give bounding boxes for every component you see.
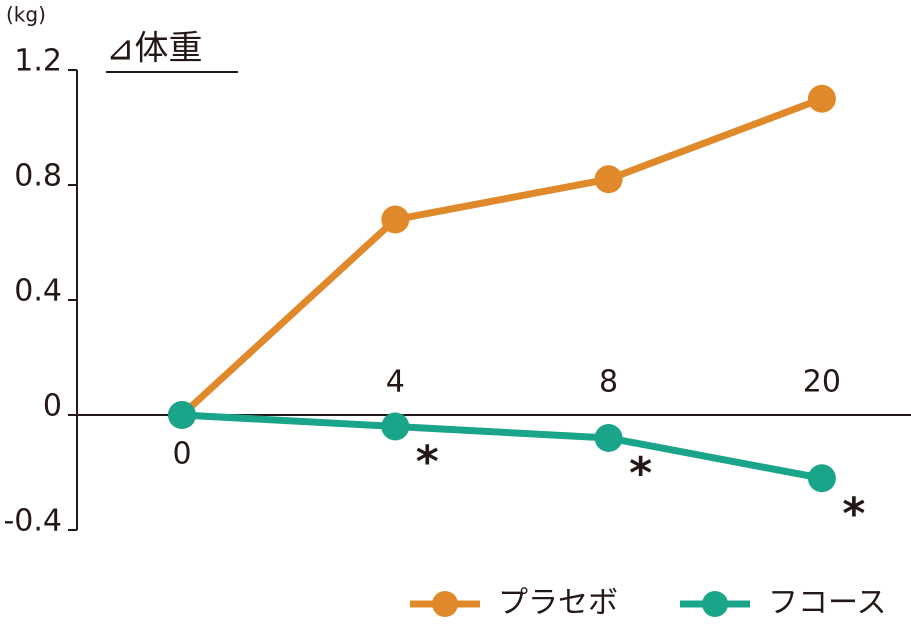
x-tick-label: 8 <box>599 365 618 400</box>
legend-marker <box>702 591 728 617</box>
data-point <box>594 424 623 452</box>
y-tick-label: 0 <box>43 389 62 424</box>
series-line <box>181 411 823 482</box>
x-tick-label: 0 <box>172 437 191 472</box>
significance-mark: * <box>629 448 652 499</box>
data-point <box>807 464 836 493</box>
series-line <box>179 95 824 418</box>
data-point <box>381 205 410 234</box>
data-point <box>807 84 836 113</box>
y-tick-label: 1.2 <box>14 44 62 79</box>
y-tick-label: 0.4 <box>14 274 62 309</box>
y-unit: (kg) <box>6 3 46 27</box>
x-tick-label: 20 <box>803 365 841 400</box>
data-point <box>381 412 410 441</box>
x-tick-label: 4 <box>386 365 405 400</box>
significance-mark: * <box>416 437 439 488</box>
significance-mark: * <box>842 488 865 539</box>
legend-label: フコース <box>768 586 887 621</box>
y-tick-label: -0.4 <box>3 504 62 539</box>
chart-title: ⊿体重 <box>106 29 203 69</box>
data-point <box>168 401 196 429</box>
legend-marker <box>432 591 458 617</box>
data-point <box>594 165 623 194</box>
legend-label: プラセボ <box>498 586 618 621</box>
y-tick-label: 0.8 <box>14 159 62 194</box>
